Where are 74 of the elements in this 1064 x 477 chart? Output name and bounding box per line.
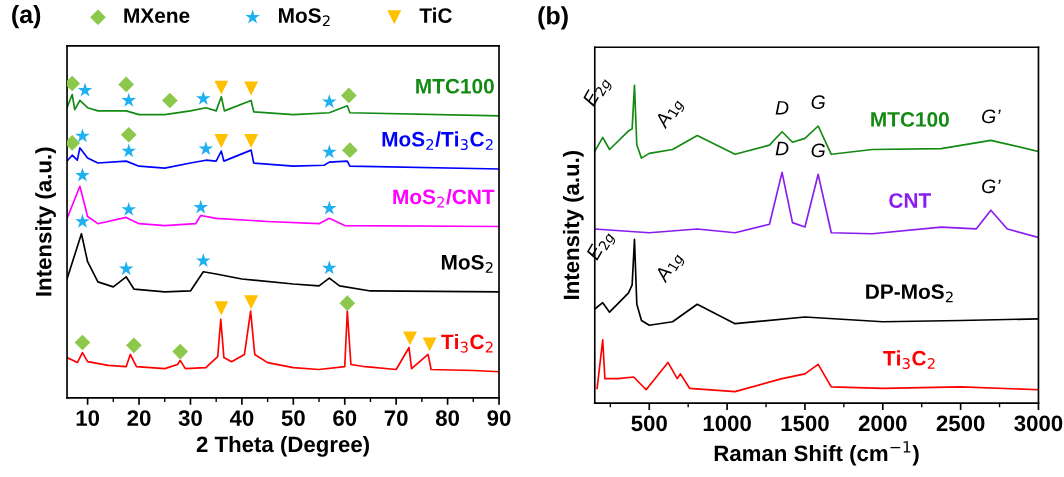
point — [244, 134, 259, 148]
point — [121, 92, 137, 107]
annotation: D — [775, 141, 789, 156]
annotation: D — [775, 101, 789, 115]
point — [403, 331, 417, 346]
point — [118, 261, 134, 276]
point — [75, 213, 90, 228]
x-tick-label: 60 — [333, 410, 357, 426]
point — [198, 141, 214, 156]
x-axis-title: 2 Theta (Degree) — [196, 435, 369, 457]
point — [75, 128, 90, 143]
point — [244, 81, 259, 96]
point — [322, 94, 337, 108]
series-label: MTC100 — [416, 78, 494, 94]
point — [75, 167, 90, 182]
point — [244, 295, 259, 310]
chart-title: (a) — [12, 4, 41, 29]
x-tick-label: 1000 — [703, 415, 751, 432]
point — [193, 199, 209, 214]
x-tick-label: 3000 — [1014, 415, 1063, 432]
annotation: G — [811, 143, 825, 158]
annotation: G’ — [982, 109, 1001, 124]
annotation: A$_{1g}$ — [653, 249, 687, 287]
y-axis-title: Intensity (a.u.) — [35, 147, 56, 296]
x-tick-label: 500 — [631, 415, 667, 432]
x-tick-label: 80 — [435, 410, 460, 426]
series-label: MoS$_{2}$/Ti$_{3}$C$_{2}$ — [382, 131, 493, 151]
x-tick-label: 90 — [487, 410, 511, 426]
point — [214, 134, 229, 148]
point — [340, 87, 357, 104]
x-tick-label: 40 — [229, 410, 254, 426]
x-tick-label: 70 — [384, 410, 408, 426]
x-tick-label: 2000 — [858, 415, 907, 432]
x-tick-label: 50 — [281, 410, 305, 426]
series-label: MoS$_{2}$/CNT — [393, 188, 495, 208]
series-label: DP-MoS$_{2}$ — [866, 284, 953, 303]
point — [322, 144, 337, 159]
x-axis-title: Raman Shift (cm$^{−1}$) — [714, 441, 919, 466]
point — [322, 260, 337, 275]
legend-label: MoS$_{2}$ — [279, 8, 330, 27]
point — [121, 201, 137, 216]
legend-label: TiC — [419, 7, 452, 23]
series-label: MoS$_{2}$ — [441, 254, 493, 273]
annotation: G — [811, 95, 825, 110]
point — [77, 82, 93, 97]
point — [162, 92, 178, 109]
y-axis-title: Intensity (a.u.) — [562, 150, 584, 299]
point — [126, 337, 142, 354]
annotation: A$_{1g}$ — [653, 95, 687, 133]
series-label: MTC100 — [871, 112, 949, 127]
annotation: G’ — [982, 179, 1001, 194]
point — [196, 253, 211, 267]
x-tick-label: 2500 — [936, 415, 985, 432]
point — [214, 80, 229, 95]
series-label: Ti$_{3}$C$_{2}$ — [883, 350, 935, 370]
point — [322, 200, 337, 215]
point — [342, 142, 358, 158]
point — [339, 295, 356, 312]
point — [214, 301, 229, 316]
x-tick-label: 20 — [127, 410, 151, 426]
series-label: CNT — [889, 193, 931, 208]
series-label: Ti$_{3}$C$_{2}$ — [441, 333, 493, 353]
x-tick-label: 30 — [178, 410, 202, 426]
point — [74, 334, 91, 351]
point — [121, 143, 137, 158]
point — [118, 76, 135, 93]
x-tick-label: 10 — [76, 410, 100, 426]
x-tick-label: 1500 — [781, 415, 829, 432]
point — [120, 126, 137, 143]
point — [196, 90, 211, 105]
legend-label: MXene — [124, 8, 190, 23]
chart-title: (b) — [538, 6, 568, 30]
point — [422, 337, 437, 352]
point — [172, 343, 189, 360]
